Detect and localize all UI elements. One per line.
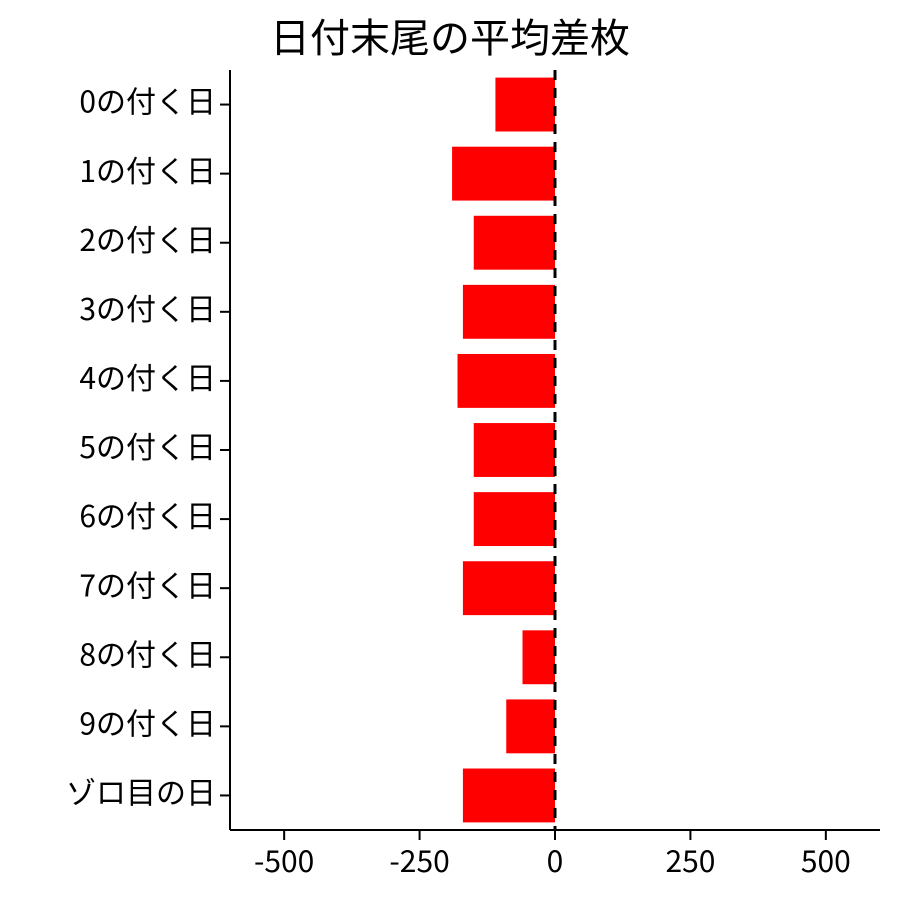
y-tick-label: 8の付く日 bbox=[79, 630, 216, 674]
y-tick-label: 4の付く日 bbox=[79, 354, 216, 398]
chart-container: 日付末尾の平均差枚 -500-25002505000の付く日1の付く日2の付く日… bbox=[0, 0, 900, 900]
y-tick-label: 0の付く日 bbox=[79, 78, 216, 122]
y-tick-label: 1の付く日 bbox=[79, 147, 216, 191]
chart-svg: -500 -250 0 250 500 0の付く日 1の付く日 2の付く日 3の付く日 4の付く日… bbox=[0, 0, 900, 900]
bar bbox=[463, 561, 555, 615]
x-tick-label: -250 bbox=[389, 837, 449, 881]
bar bbox=[452, 147, 555, 201]
x-tick-label: -500 bbox=[254, 837, 314, 881]
bar bbox=[463, 285, 555, 339]
bar bbox=[523, 630, 556, 684]
y-tick-label: 3の付く日 bbox=[79, 285, 216, 329]
y-tick-label: 5の付く日 bbox=[79, 423, 216, 467]
x-tick-label: 250 bbox=[665, 837, 715, 881]
bar bbox=[463, 769, 555, 823]
bar bbox=[458, 354, 556, 408]
bar bbox=[474, 423, 555, 477]
y-tick-label: 2の付く日 bbox=[79, 216, 216, 260]
x-tick-label: 0 bbox=[547, 837, 564, 881]
bar bbox=[506, 699, 555, 753]
bar bbox=[474, 492, 555, 546]
y-tick-label: 6の付く日 bbox=[79, 492, 216, 536]
bar bbox=[495, 78, 555, 132]
bar bbox=[474, 216, 555, 270]
y-tick-label: 7の付く日 bbox=[79, 561, 216, 605]
y-tick-label: 9の付く日 bbox=[79, 700, 216, 744]
x-tick-label: 500 bbox=[801, 837, 851, 881]
y-tick-label: ゾロ目の日 bbox=[66, 769, 216, 813]
